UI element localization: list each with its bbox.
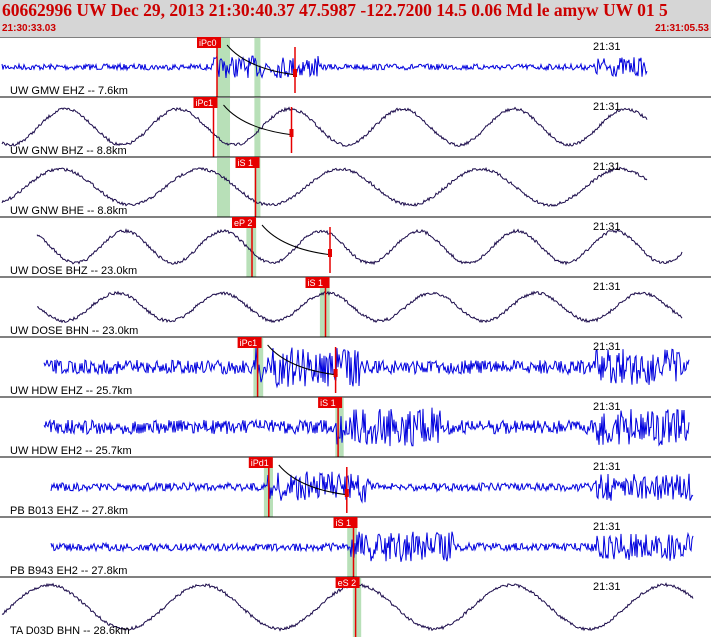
time-label: 21:31: [593, 461, 621, 473]
station-label: UW DOSE BHZ -- 23.0km: [10, 265, 137, 277]
time-label: 21:31: [593, 521, 621, 533]
pick-window: [246, 218, 253, 277]
station-label: UW GNW BHE -- 8.8km: [10, 205, 127, 217]
station-label: UW DOSE BHN -- 23.0km: [10, 325, 138, 337]
pick-window: [267, 458, 273, 517]
station-label: UW GNW BHZ -- 8.8km: [10, 145, 127, 157]
duration-marker: [328, 249, 332, 257]
waveform-trace[interactable]: [1, 582, 694, 632]
pick-label[interactable]: iPc1: [196, 98, 214, 108]
pick-label[interactable]: iS 1: [320, 398, 336, 408]
station-label: UW GMW EHZ -- 7.6km: [10, 85, 128, 97]
pick-label-box[interactable]: [235, 157, 260, 168]
duration-marker: [293, 69, 297, 77]
pick-label[interactable]: iS 1: [308, 278, 324, 288]
end-time: 21:31:05.53: [655, 23, 709, 34]
waveform-trace[interactable]: [43, 347, 690, 389]
waveform-trace[interactable]: [36, 290, 683, 324]
coda-curve: [223, 104, 294, 136]
station-label: PB B943 EH2 -- 27.8km: [10, 565, 127, 577]
pick-label[interactable]: eS 2: [338, 578, 357, 588]
header-bar: 60662996 UW Dec 29, 2013 21:30:40.37 47.…: [0, 0, 711, 37]
pick-label-box[interactable]: [248, 457, 273, 468]
pick-label[interactable]: iPc0: [199, 38, 217, 48]
waveform-trace[interactable]: [50, 531, 694, 562]
pick-window: [257, 338, 264, 397]
time-label: 21:31: [593, 401, 621, 413]
station-label: UW HDW EH2 -- 25.7km: [10, 445, 132, 457]
pick-window: [263, 458, 270, 517]
pick-window: [323, 278, 330, 337]
pick-window: [217, 98, 231, 157]
station-label: UW HDW EHZ -- 25.7km: [10, 385, 132, 397]
time-label: 21:31: [593, 581, 621, 593]
start-time: 21:30:33.03: [2, 23, 56, 34]
time-label: 21:31: [593, 281, 621, 293]
pick-window: [250, 218, 257, 277]
pick-label-box[interactable]: [318, 397, 343, 408]
pick-label[interactable]: iS 1: [238, 158, 254, 168]
waveform-trace[interactable]: [36, 228, 683, 266]
time-label: 21:31: [593, 161, 621, 173]
pick-window: [254, 38, 261, 97]
duration-marker: [333, 369, 338, 377]
waveform-trace[interactable]: [1, 166, 648, 207]
pick-label-box[interactable]: [335, 577, 360, 588]
coda-curve: [278, 464, 349, 496]
pick-label[interactable]: iPc1: [240, 338, 258, 348]
station-label: TA D03D BHN -- 28.6km: [10, 625, 130, 637]
pick-label-box[interactable]: [237, 337, 262, 348]
pick-window: [254, 158, 261, 217]
pick-label-box[interactable]: [193, 97, 218, 108]
pick-window: [217, 158, 231, 217]
waveform-trace[interactable]: [1, 106, 648, 147]
pick-label-box[interactable]: [305, 277, 330, 288]
waveform-trace[interactable]: [43, 407, 690, 447]
coda-curve: [261, 224, 333, 256]
pick-window: [253, 338, 260, 397]
duration-marker: [344, 489, 349, 497]
pick-window: [319, 278, 326, 337]
waveform-trace[interactable]: [50, 471, 694, 504]
pick-window: [355, 578, 362, 637]
time-label: 21:31: [593, 101, 621, 113]
station-label: PB B013 EHZ -- 27.8km: [10, 505, 128, 517]
event-title: 60662996 UW Dec 29, 2013 21:30:40.37 47.…: [2, 0, 668, 20]
pick-label[interactable]: iS 1: [336, 518, 352, 528]
coda-curve: [226, 44, 298, 76]
pick-label-box[interactable]: [333, 517, 358, 528]
waveform-trace[interactable]: [1, 54, 648, 79]
time-label: 21:31: [593, 41, 621, 53]
pick-label[interactable]: eP 2: [234, 218, 252, 228]
pick-label-box[interactable]: [197, 37, 221, 48]
seismogram-panel[interactable]: iPc0 21:31 UW GMW EHZ -- 7.6km iPc1 21:31 UW …: [0, 37, 711, 638]
time-label: 21:31: [593, 221, 621, 233]
pick-label[interactable]: iPd1: [251, 458, 269, 468]
duration-marker: [289, 129, 294, 137]
pick-label-box[interactable]: [232, 217, 256, 228]
coda-curve: [267, 344, 338, 376]
time-label: 21:31: [593, 341, 621, 353]
